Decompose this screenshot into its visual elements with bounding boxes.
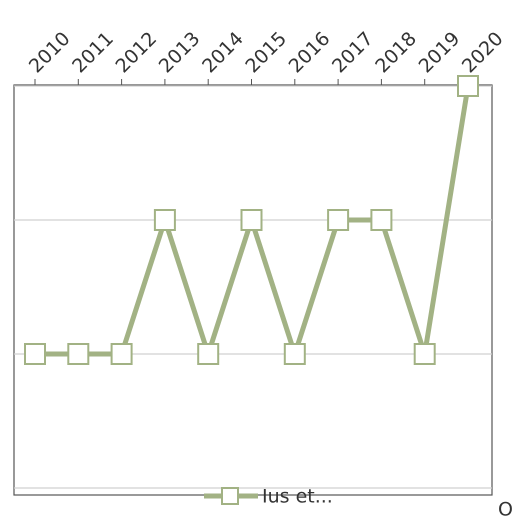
x-tick-label: 2014 bbox=[198, 28, 248, 78]
point-marker bbox=[24, 343, 46, 365]
x-tick-label: 2010 bbox=[25, 28, 75, 78]
plot-frame bbox=[13, 84, 493, 496]
x-tick-label: 2016 bbox=[285, 28, 335, 78]
x-tick-label: 2015 bbox=[241, 28, 291, 78]
x-tick-label: 2020 bbox=[458, 28, 508, 78]
point-marker bbox=[67, 343, 90, 365]
point-marker bbox=[370, 209, 393, 231]
point-marker bbox=[197, 343, 220, 365]
point-marker bbox=[327, 209, 350, 231]
annotation: O bbox=[498, 499, 513, 517]
point-marker bbox=[153, 209, 176, 231]
x-tick-label: 2017 bbox=[328, 28, 378, 78]
x-tick-label: 2019 bbox=[415, 28, 465, 78]
point-marker bbox=[110, 343, 133, 365]
point-marker bbox=[240, 209, 263, 231]
x-tick-label: 2013 bbox=[155, 28, 205, 78]
legend-marker bbox=[221, 487, 239, 505]
point-marker bbox=[457, 75, 479, 97]
x-tick-label: 2012 bbox=[111, 28, 161, 78]
point-marker bbox=[283, 343, 306, 365]
point-marker bbox=[413, 343, 436, 365]
x-tick-label: 2018 bbox=[371, 28, 421, 78]
x-tick-label: 2011 bbox=[68, 28, 118, 78]
legend-label: Ius et... bbox=[262, 486, 333, 508]
